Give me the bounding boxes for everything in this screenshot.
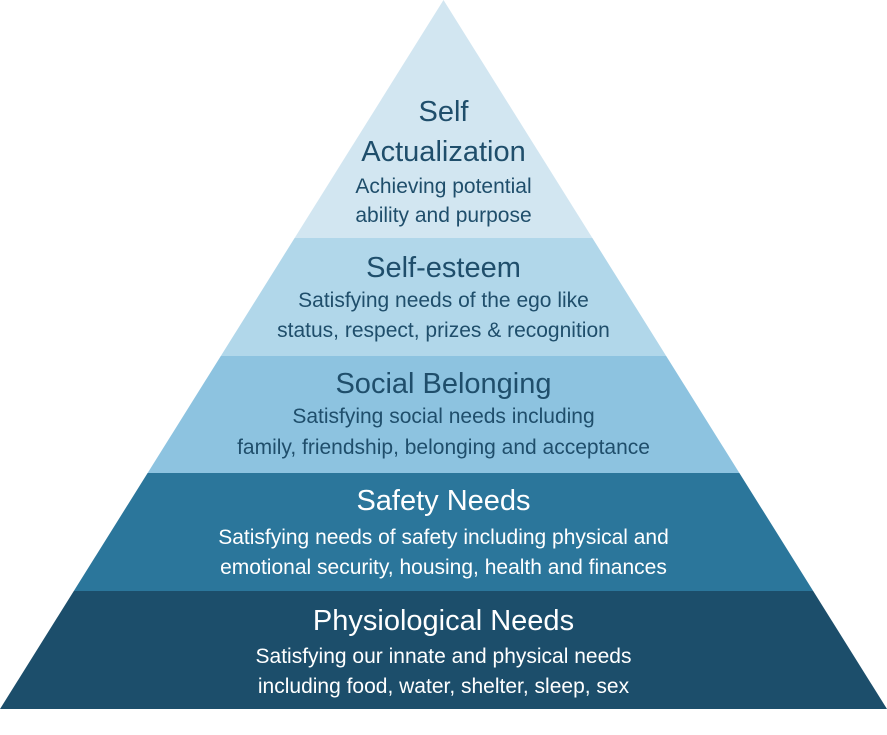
pyramid-level-2 [220,238,667,356]
level-2-description: Satisfying needs of the ego like [298,289,589,312]
level-1-title: Actualization [361,136,525,168]
level-1-description: ability and purpose [355,204,531,227]
level-2-title: Self-esteem [366,252,521,284]
level-4-description: emotional security, housing, health and … [220,556,667,579]
level-1-title: Self [419,96,470,128]
pyramid-levels [0,0,887,709]
level-4-title: Safety Needs [356,485,530,517]
level-3-description: family, friendship, belonging and accept… [237,436,650,459]
pyramid-level-5 [0,591,887,709]
level-3-description: Satisfying social needs including [292,405,594,428]
level-4-description: Satisfying needs of safety including phy… [218,526,669,549]
level-2-description: status, respect, prizes & recognition [277,319,610,342]
level-5-description: Satisfying our innate and physical needs [256,645,632,668]
pyramid-labels: Self Actualization Achieving potential abil… [218,96,669,698]
level-5-title: Physiological Needs [313,605,574,637]
pyramid-level-3 [147,356,740,473]
level-1-description: Achieving potential [355,175,531,198]
level-5-description: including food, water, shelter, sleep, s… [258,675,630,698]
level-3-title: Social Belonging [335,368,551,400]
pyramid-level-1 [294,0,593,238]
pyramid-level-4 [73,473,814,591]
